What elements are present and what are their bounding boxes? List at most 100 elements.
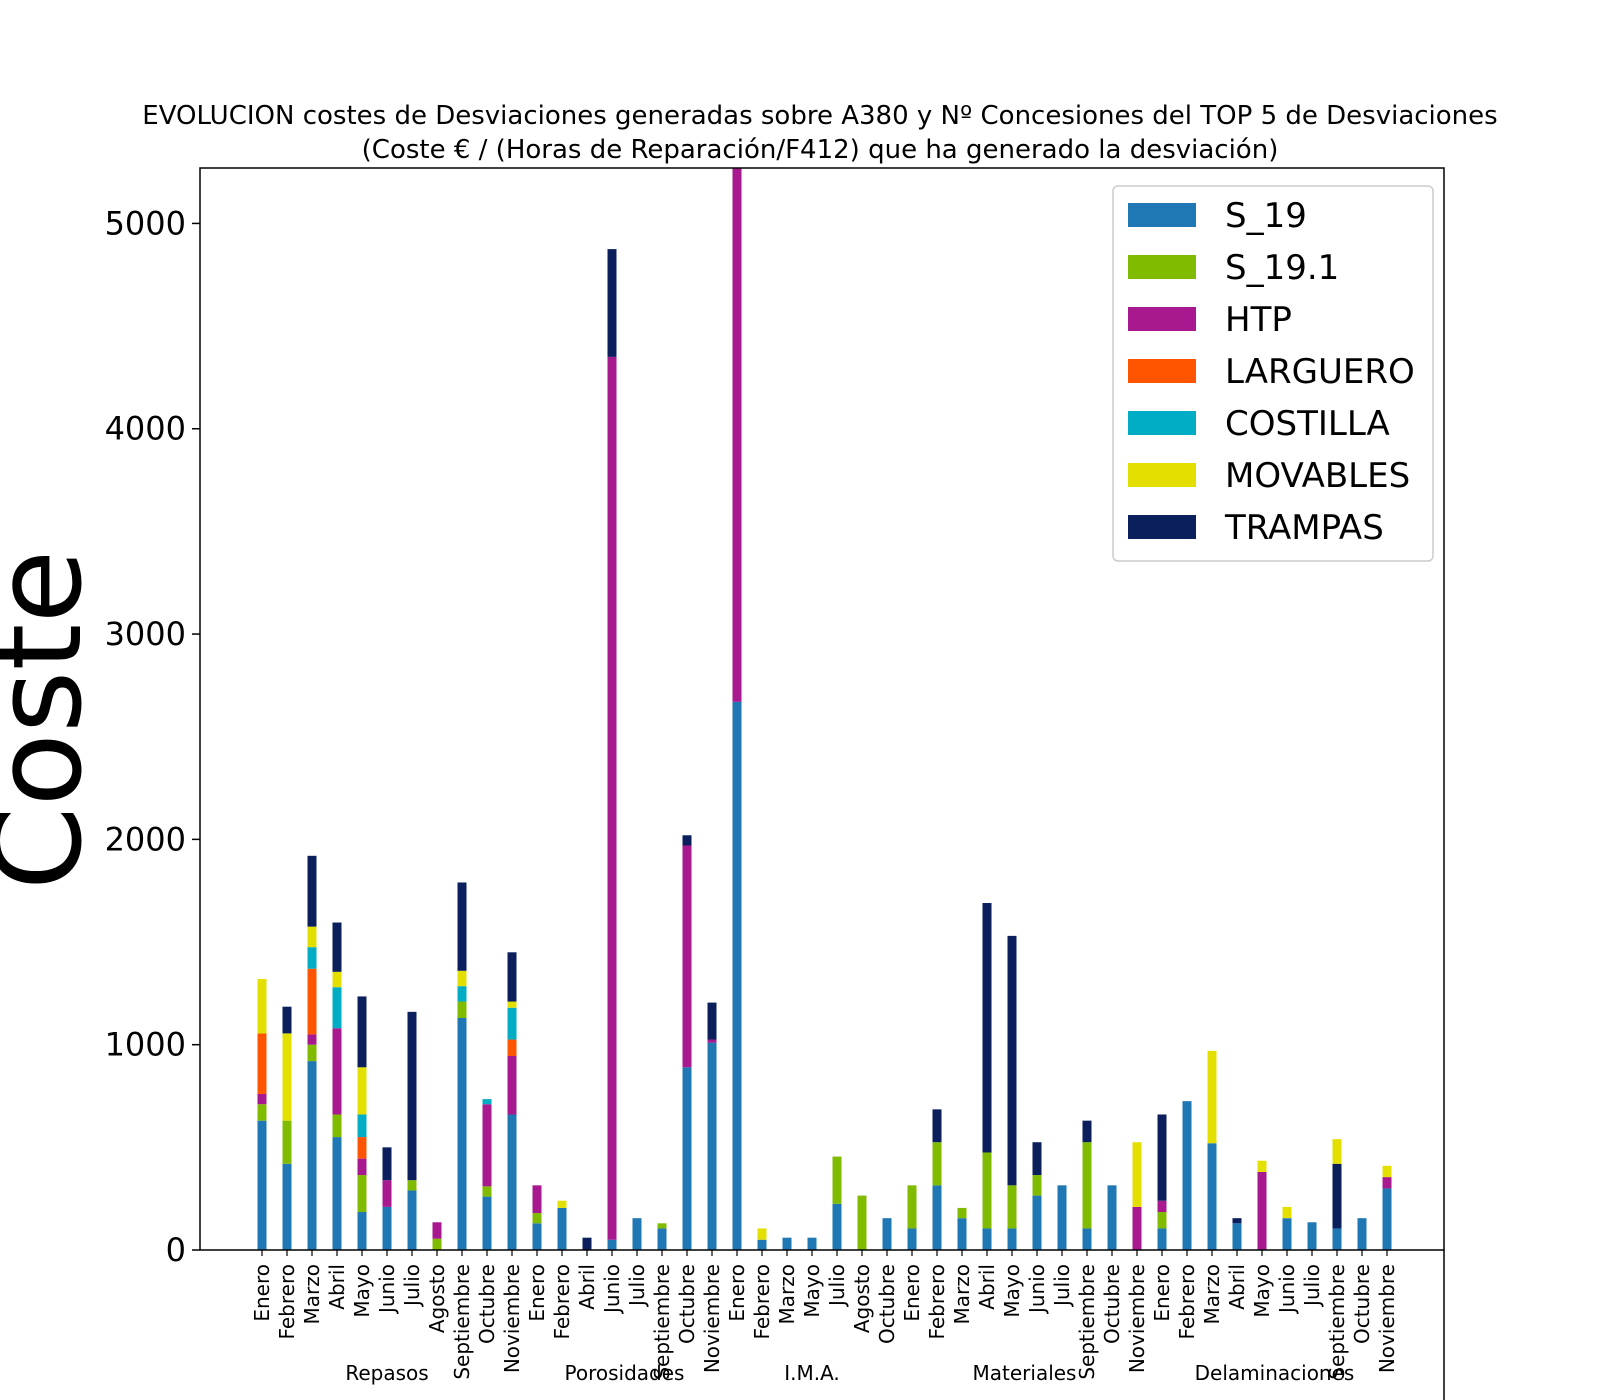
- x-tick-label: Abril: [325, 1264, 349, 1310]
- x-tick-label: Marzo: [1200, 1264, 1224, 1324]
- x-tick-label: Marzo: [300, 1264, 324, 1324]
- x-tick-label: Abril: [975, 1264, 999, 1310]
- x-tick-label: Mayo: [350, 1264, 374, 1318]
- legend-swatch: [1128, 255, 1196, 279]
- legend-swatch: [1128, 411, 1196, 435]
- bar-segment-s-19: [907, 1228, 917, 1250]
- category-group-label: Materiales: [973, 1361, 1077, 1385]
- x-tick-label: Mayo: [1000, 1264, 1024, 1318]
- x-tick-label: Septiembre: [450, 1264, 474, 1380]
- bar-segment-movables: [1132, 1142, 1142, 1207]
- bar-segment-htp: [1132, 1206, 1142, 1250]
- bar-segment-s-19: [282, 1163, 292, 1250]
- category-group-label: Porosidades: [565, 1361, 685, 1385]
- bar-segment-movables: [307, 926, 317, 948]
- x-tick-label: Febrero: [750, 1264, 774, 1340]
- bar-segment-movables: [507, 1001, 517, 1008]
- bar-segment-movables: [282, 1033, 292, 1121]
- y-tick-label: 5000: [105, 204, 186, 242]
- bar-segment-s-19: [357, 1212, 367, 1250]
- x-tick-label: Febrero: [275, 1264, 299, 1340]
- bar-segment-s-19: [257, 1120, 267, 1250]
- bar-segment-movables: [557, 1200, 567, 1208]
- bar-segment-htp: [357, 1158, 367, 1176]
- bar-segment-s-19-1: [332, 1114, 342, 1138]
- chart-title-line-1: EVOLUCION costes de Desviaciones generad…: [142, 101, 1497, 131]
- bar-segment-s-19: [682, 1067, 692, 1250]
- bar-segment-costilla: [307, 947, 317, 969]
- y-tick-label: 1000: [105, 1026, 186, 1064]
- plot-frame: [199, 167, 1445, 1251]
- bar-segment-htp: [432, 1222, 442, 1239]
- y-tick-label: 4000: [105, 410, 186, 448]
- x-tick-label: Septiembre: [1325, 1264, 1349, 1380]
- bar-segment-s-19-1: [1007, 1185, 1017, 1229]
- x-tick-label: Abril: [575, 1264, 599, 1310]
- bar-segment-htp: [1157, 1200, 1167, 1213]
- bar-segment-s-19-1: [857, 1195, 867, 1250]
- bar-segment-htp: [482, 1104, 492, 1187]
- legend-label: S_19: [1225, 196, 1307, 236]
- x-tick-label: Junio: [600, 1264, 624, 1315]
- x-tick-label: Agosto: [425, 1264, 449, 1333]
- bar-segment-htp: [507, 1055, 517, 1115]
- bar-segment-htp: [382, 1180, 392, 1207]
- bar-segment-trampas: [382, 1147, 392, 1181]
- x-tick-label: Febrero: [1175, 1264, 1199, 1340]
- bar-segment-s-19: [1232, 1223, 1242, 1250]
- bar-segment-trampas: [607, 249, 617, 357]
- x-tick-label: Mayo: [800, 1264, 824, 1318]
- bar-segment-s-19: [1382, 1188, 1392, 1250]
- bar-segment-trampas: [582, 1237, 592, 1250]
- bar-segment-s-19: [1207, 1143, 1217, 1250]
- bar-segment-s-19-1: [357, 1175, 367, 1213]
- bar-segment-s-19: [1082, 1228, 1092, 1250]
- x-tick-label: Octubre: [675, 1264, 699, 1344]
- bar-segment-costilla: [482, 1099, 492, 1105]
- bar-segment-s-19-1: [407, 1180, 417, 1191]
- x-tick-label: Julio: [825, 1264, 849, 1308]
- bar-segment-movables: [1382, 1165, 1392, 1178]
- bar-segment-s-19: [807, 1237, 817, 1250]
- bar-segment-larguero: [257, 1033, 267, 1094]
- bars-layer: [257, 168, 1392, 1250]
- bar-segment-s-19: [632, 1218, 642, 1250]
- bar-segment-s-19: [1332, 1228, 1342, 1250]
- x-tick-label: Marzo: [775, 1264, 799, 1324]
- x-tick-label: Mayo: [1250, 1264, 1274, 1318]
- x-tick-label: Junio: [1025, 1264, 1049, 1315]
- bar-segment-s-19-1: [482, 1186, 492, 1197]
- x-tick-label: Septiembre: [1075, 1264, 1099, 1380]
- x-tick-label: Noviembre: [1375, 1264, 1399, 1373]
- bar-segment-s-19: [307, 1061, 317, 1250]
- category-group-label: Repasos: [345, 1361, 428, 1385]
- y-tick-label: 0: [166, 1231, 186, 1269]
- bar-segment-movables: [457, 970, 467, 987]
- chart-title-line-2: (Coste € / (Horas de Reparación/F412) qu…: [362, 135, 1279, 165]
- bar-segment-costilla: [507, 1007, 517, 1040]
- bar-segment-s-19-1: [1082, 1142, 1092, 1229]
- bar-segment-s-19: [932, 1185, 942, 1250]
- bar-segment-htp: [1257, 1171, 1267, 1250]
- legend-label: HTP: [1225, 300, 1292, 340]
- legend-label: MOVABLES: [1225, 456, 1410, 496]
- y-tick-label: 3000: [105, 615, 186, 653]
- bar-segment-s-19-1: [657, 1223, 667, 1229]
- bar-segment-movables: [1257, 1160, 1267, 1172]
- bar-segment-htp: [1382, 1177, 1392, 1189]
- bar-segment-s-19-1: [907, 1185, 917, 1229]
- bar-segment-s-19: [1157, 1228, 1167, 1250]
- bar-segment-s-19: [1057, 1185, 1067, 1250]
- bar-segment-s-19: [732, 701, 742, 1250]
- bar-segment-s-19: [782, 1237, 792, 1250]
- legend-swatch: [1128, 203, 1196, 227]
- bar-segment-s-19: [707, 1042, 717, 1250]
- x-tick-label: Noviembre: [1125, 1264, 1149, 1373]
- x-tick-label: Octubre: [875, 1264, 899, 1344]
- bar-segment-htp: [732, 168, 742, 702]
- bar-segment-trampas: [982, 903, 992, 1153]
- bar-segment-s-19-1: [282, 1120, 292, 1164]
- bar-segment-trampas: [357, 996, 367, 1068]
- bar-segment-s-19: [957, 1218, 967, 1250]
- bar-segment-trampas: [307, 855, 317, 927]
